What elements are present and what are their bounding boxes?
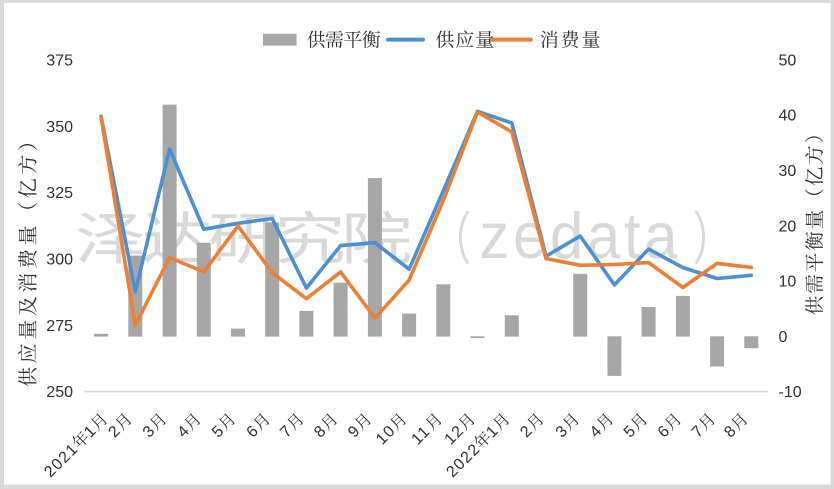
svg-text:20: 20 (779, 218, 797, 235)
svg-text:0: 0 (779, 329, 788, 346)
svg-text:10: 10 (779, 274, 797, 291)
svg-text:325: 325 (46, 185, 73, 202)
svg-text:30: 30 (779, 163, 797, 180)
svg-text:375: 375 (46, 52, 73, 69)
svg-text:-10: -10 (779, 384, 802, 401)
svg-text:350: 350 (46, 119, 73, 136)
svg-text:40: 40 (779, 108, 797, 125)
svg-text:300: 300 (46, 252, 73, 269)
svg-text:275: 275 (46, 318, 73, 335)
svg-text:250: 250 (46, 384, 73, 401)
svg-text:50: 50 (779, 52, 797, 69)
